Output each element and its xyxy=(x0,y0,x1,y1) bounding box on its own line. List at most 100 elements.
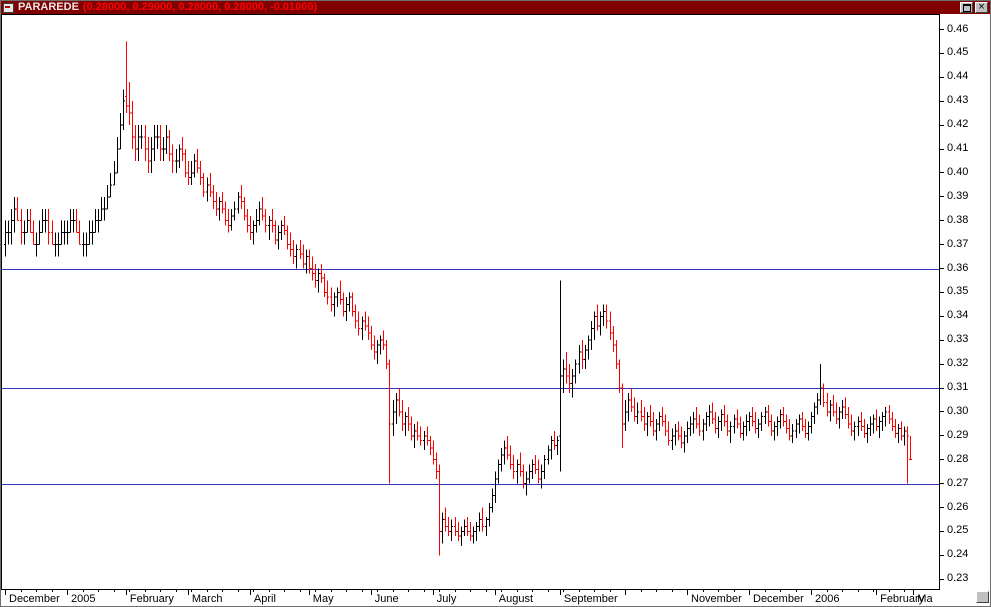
x-label: February xyxy=(880,593,925,605)
ohlc-bar xyxy=(205,177,210,202)
ohlc-bar xyxy=(425,426,430,446)
ohlc-bar xyxy=(301,244,306,269)
close-button[interactable]: × xyxy=(975,2,988,13)
ohlc-bar xyxy=(862,419,867,439)
restore-button[interactable] xyxy=(960,2,973,13)
ohlc-bar xyxy=(325,280,330,305)
y-label: 0.32 xyxy=(947,357,969,370)
x-tick xyxy=(559,590,561,595)
y-tick xyxy=(940,387,944,389)
x-label: September xyxy=(563,593,618,605)
ohlc-bar xyxy=(34,232,39,257)
ohlc-bar xyxy=(874,409,879,432)
x-label: August xyxy=(498,593,534,605)
y-tick xyxy=(940,52,944,54)
ohlc-bar xyxy=(139,125,144,149)
ohlc-bar xyxy=(415,421,420,441)
x-tick xyxy=(749,590,750,595)
ohlc-bar xyxy=(825,392,830,417)
ohlc-bar xyxy=(356,311,361,336)
ohlc-bar xyxy=(40,208,45,234)
x-axis: December 2005 February March April May June Jul… xyxy=(1,590,940,606)
y-label: 0.34 xyxy=(947,309,969,322)
ohlc-bar xyxy=(617,359,622,393)
ohlc-bar xyxy=(99,196,104,222)
ohlc-bar xyxy=(180,137,185,161)
ohlc-bar xyxy=(37,220,42,246)
ohlc-bar xyxy=(3,220,8,257)
ohlc-bar xyxy=(772,421,777,441)
x-tick xyxy=(811,590,812,595)
ohlc-bar xyxy=(728,421,733,443)
ohlc-bar xyxy=(620,383,625,448)
ohlc-bar xyxy=(74,208,79,234)
ohlc-bar xyxy=(186,161,191,185)
y-tick xyxy=(940,244,944,246)
size-grip[interactable] xyxy=(976,591,989,603)
x-tick xyxy=(308,590,310,595)
y-label: 0.43 xyxy=(947,94,969,107)
ohlc-bar xyxy=(43,208,48,233)
ohlc-bar xyxy=(719,409,724,432)
ohlc-bar xyxy=(660,407,665,427)
window-title: PARAREDE xyxy=(18,1,79,13)
ohlc-bar xyxy=(59,220,64,246)
x-minor-tick xyxy=(439,590,440,592)
y-label: 0.33 xyxy=(947,333,969,346)
x-label: 2005 xyxy=(71,593,96,605)
ohlc-bar xyxy=(794,419,799,439)
ohlc-bar xyxy=(62,220,67,245)
ohlc-bar xyxy=(220,192,225,214)
x-label: March xyxy=(191,593,223,605)
ohlc-bar xyxy=(149,137,154,173)
y-label: 0.23 xyxy=(947,572,969,585)
ohlc-bar xyxy=(412,423,417,448)
ohlc-bar xyxy=(22,220,27,245)
y-label: 0.46 xyxy=(947,22,969,35)
y-label: 0.41 xyxy=(947,142,969,154)
x-minor-tick xyxy=(20,590,22,592)
ohlc-bar xyxy=(245,208,250,233)
x-minor-tick xyxy=(702,590,704,592)
ohlc-chart-canvas[interactable] xyxy=(1,14,940,590)
ohlc-bar xyxy=(81,232,86,257)
y-label: 0.39 xyxy=(947,189,969,202)
ohlc-bar xyxy=(828,400,833,422)
ohlc-bar xyxy=(577,345,582,374)
y-tick xyxy=(940,196,944,198)
ohlc-bar xyxy=(747,411,752,432)
ohlc-bar xyxy=(701,419,706,441)
x-minor-tick xyxy=(904,590,905,592)
ohlc-bar xyxy=(515,459,520,484)
ohlc-bar xyxy=(626,392,631,422)
x-minor-tick xyxy=(160,590,161,592)
window-buttons: × xyxy=(960,2,988,13)
ohlc-bar xyxy=(552,431,557,451)
x-minor-tick xyxy=(237,590,239,592)
x-minor-tick xyxy=(532,590,533,592)
y-label: 0.40 xyxy=(947,165,969,178)
y-label: 0.36 xyxy=(947,261,969,274)
ohlc-bar xyxy=(229,208,234,231)
x-tick xyxy=(432,590,434,595)
ohlc-bar xyxy=(490,488,495,513)
ohlc-bar xyxy=(15,196,20,222)
x-minor-tick xyxy=(764,590,766,592)
x-minor-tick xyxy=(718,590,719,592)
x-minor-tick xyxy=(780,590,781,592)
x-tick xyxy=(913,590,915,595)
price-plot[interactable] xyxy=(1,14,940,590)
y-label: 0.30 xyxy=(947,404,969,417)
y-tick xyxy=(940,268,944,269)
ohlc-bar xyxy=(431,440,436,465)
titlebar[interactable]: PARAREDE (0.28000, 0.29000, 0.28000, 0.2… xyxy=(1,1,990,14)
ohlc-bar xyxy=(561,359,566,393)
y-tick xyxy=(940,100,944,102)
ohlc-bar xyxy=(831,395,836,417)
x-label: July xyxy=(436,593,457,605)
x-minor-tick xyxy=(113,590,115,592)
ohlc-bar xyxy=(570,368,575,398)
ohlc-bar xyxy=(28,208,33,234)
x-tick xyxy=(625,590,626,595)
ohlc-bar xyxy=(533,455,538,475)
